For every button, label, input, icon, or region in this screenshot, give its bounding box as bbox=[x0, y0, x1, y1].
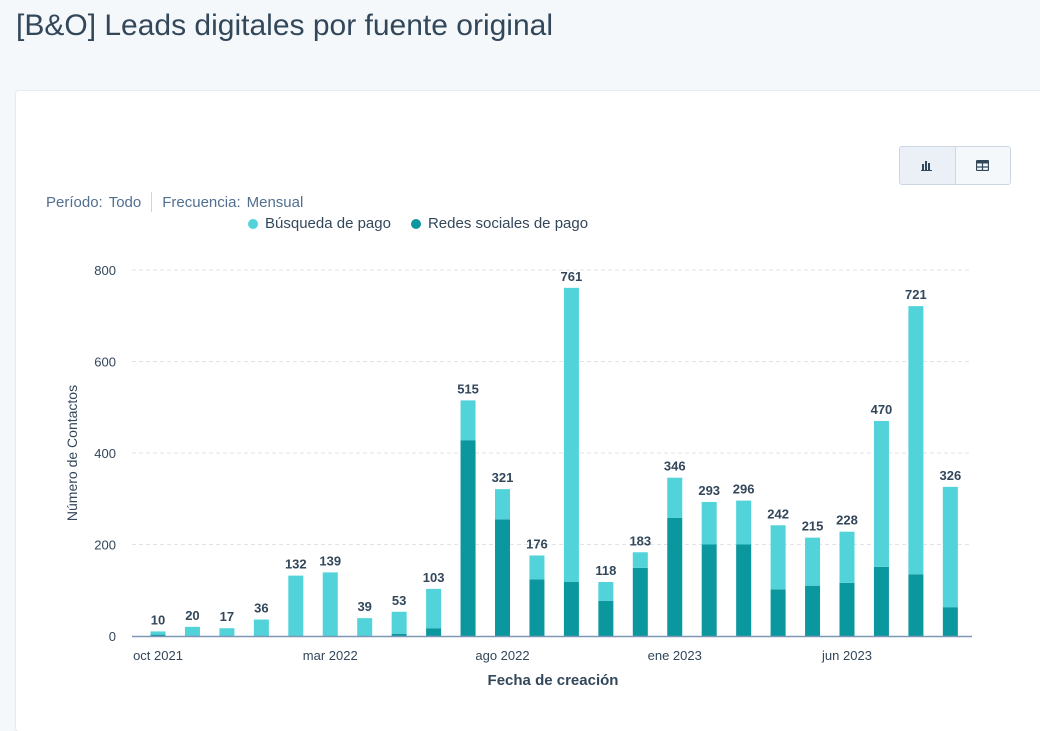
bar-redes-sociales bbox=[391, 633, 407, 636]
x-tick-label: jun 2023 bbox=[821, 648, 872, 663]
bar-total-label: 293 bbox=[698, 483, 720, 498]
bar-total-label: 215 bbox=[802, 519, 824, 534]
period-label: Período: bbox=[46, 193, 103, 211]
stacked-bar-chart: 0 200 400 600 800 10 20 17 36 132 139 39 53 103 515 321… bbox=[64, 263, 972, 689]
chart-view-button[interactable] bbox=[900, 147, 956, 184]
bar-busqueda-pago bbox=[184, 626, 200, 636]
bar-redes-sociales bbox=[460, 440, 476, 636]
bar-busqueda-pago bbox=[288, 575, 304, 636]
legend-label-busqueda: Búsqueda de pago bbox=[265, 215, 391, 232]
x-tick-label: ago 2022 bbox=[475, 648, 529, 663]
bar-total-label: 176 bbox=[526, 536, 548, 551]
bar-total-label: 118 bbox=[595, 563, 616, 578]
bar-redes-sociales bbox=[908, 574, 924, 636]
frequency-label: Frecuencia: bbox=[162, 193, 241, 211]
bar-busqueda-pago bbox=[736, 500, 752, 545]
x-tick-label: mar 2022 bbox=[303, 648, 358, 663]
bar-total-label: 132 bbox=[285, 557, 307, 572]
page-title: [B&O] Leads digitales por fuente origina… bbox=[16, 9, 553, 42]
bar-busqueda-pago bbox=[529, 555, 545, 580]
bar-total-label: 36 bbox=[254, 601, 268, 616]
bar-redes-sociales bbox=[495, 519, 510, 636]
bar-busqueda-pago bbox=[219, 628, 235, 636]
y-tick-label: 200 bbox=[94, 538, 116, 553]
view-toggle bbox=[899, 146, 1011, 185]
bar-busqueda-pago bbox=[253, 619, 269, 636]
bar-total-label: 326 bbox=[939, 468, 961, 483]
bar-redes-sociales bbox=[150, 634, 166, 636]
bar-redes-sociales bbox=[563, 582, 579, 636]
x-tick-label: oct 2021 bbox=[133, 648, 183, 663]
bar-total-label: 721 bbox=[905, 287, 927, 302]
legend-swatch-busqueda bbox=[248, 218, 258, 229]
bar-redes-sociales bbox=[701, 544, 717, 636]
bar-total-label: 346 bbox=[664, 459, 686, 474]
bar-busqueda-pago bbox=[563, 287, 579, 583]
bar-total-label: 296 bbox=[733, 482, 755, 497]
bar-redes-sociales bbox=[770, 589, 786, 636]
bar-total-label: 242 bbox=[767, 506, 789, 521]
bar-busqueda-pago bbox=[908, 306, 924, 575]
y-tick-label: 800 bbox=[94, 263, 116, 278]
bar-busqueda-pago bbox=[805, 537, 821, 586]
bar-total-label: 228 bbox=[836, 513, 858, 528]
bar-busqueda-pago bbox=[322, 572, 338, 636]
bar-chart-icon bbox=[921, 161, 933, 171]
bar-busqueda-pago bbox=[391, 611, 407, 634]
chart-legend: Búsqueda de pago Redes sociales de pago bbox=[248, 215, 608, 232]
bar-redes-sociales bbox=[873, 566, 889, 636]
bar-total-label: 183 bbox=[629, 533, 651, 548]
table-icon bbox=[976, 160, 990, 171]
filters-divider bbox=[151, 192, 153, 212]
report-filters: Período: Todo Frecuencia: Mensual bbox=[46, 192, 303, 212]
bar-redes-sociales bbox=[942, 607, 958, 636]
bar-busqueda-pago bbox=[357, 618, 373, 636]
bar-busqueda-pago bbox=[770, 525, 786, 590]
frequency-value[interactable]: Mensual bbox=[246, 193, 304, 211]
bar-busqueda-pago bbox=[598, 582, 614, 601]
bar-busqueda-pago bbox=[426, 588, 442, 629]
bar-busqueda-pago bbox=[632, 552, 648, 568]
y-tick-label: 600 bbox=[94, 355, 116, 370]
bar-total-label: 470 bbox=[871, 402, 893, 417]
bar-total-label: 761 bbox=[561, 269, 583, 284]
bar-redes-sociales bbox=[667, 517, 683, 636]
bar-busqueda-pago bbox=[873, 420, 889, 567]
bar-total-label: 10 bbox=[151, 612, 165, 627]
bar-redes-sociales bbox=[805, 585, 821, 636]
bar-busqueda-pago bbox=[839, 531, 855, 583]
x-tick-label: ene 2023 bbox=[648, 648, 702, 663]
x-axis-title: Fecha de creación bbox=[488, 672, 619, 689]
bar-redes-sociales bbox=[736, 544, 752, 636]
bar-busqueda-pago bbox=[942, 486, 958, 608]
bar-total-label: 139 bbox=[319, 553, 341, 568]
bar-total-label: 17 bbox=[220, 609, 234, 624]
bar-total-label: 515 bbox=[457, 381, 479, 396]
bar-total-label: 20 bbox=[185, 608, 199, 623]
bar-total-label: 53 bbox=[392, 593, 406, 608]
bar-busqueda-pago bbox=[667, 477, 683, 518]
y-tick-label: 0 bbox=[109, 629, 116, 644]
table-view-button[interactable] bbox=[955, 147, 1010, 184]
bar-redes-sociales bbox=[598, 600, 614, 636]
y-axis-title: Número de Contactos bbox=[64, 385, 80, 521]
bar-total-label: 321 bbox=[492, 470, 514, 485]
legend-swatch-redes bbox=[410, 218, 421, 229]
bar-busqueda-pago bbox=[460, 400, 476, 441]
legend-label-redes: Redes sociales de pago bbox=[427, 215, 589, 232]
bar-redes-sociales bbox=[426, 628, 442, 636]
legend-item-busqueda[interactable]: Búsqueda de pago bbox=[248, 215, 391, 232]
period-value[interactable]: Todo bbox=[108, 193, 142, 211]
y-tick-label: 400 bbox=[94, 446, 116, 461]
bar-busqueda-pago bbox=[701, 501, 717, 545]
legend-item-redes[interactable]: Redes sociales de pago bbox=[410, 215, 589, 232]
bar-total-label: 39 bbox=[357, 599, 371, 614]
report-card bbox=[16, 91, 1040, 731]
bar-redes-sociales bbox=[839, 582, 855, 636]
bar-busqueda-pago bbox=[150, 631, 166, 635]
bar-redes-sociales bbox=[632, 567, 648, 636]
bar-busqueda-pago bbox=[495, 489, 510, 520]
bar-redes-sociales bbox=[529, 579, 545, 636]
bar-total-label: 103 bbox=[423, 570, 445, 585]
